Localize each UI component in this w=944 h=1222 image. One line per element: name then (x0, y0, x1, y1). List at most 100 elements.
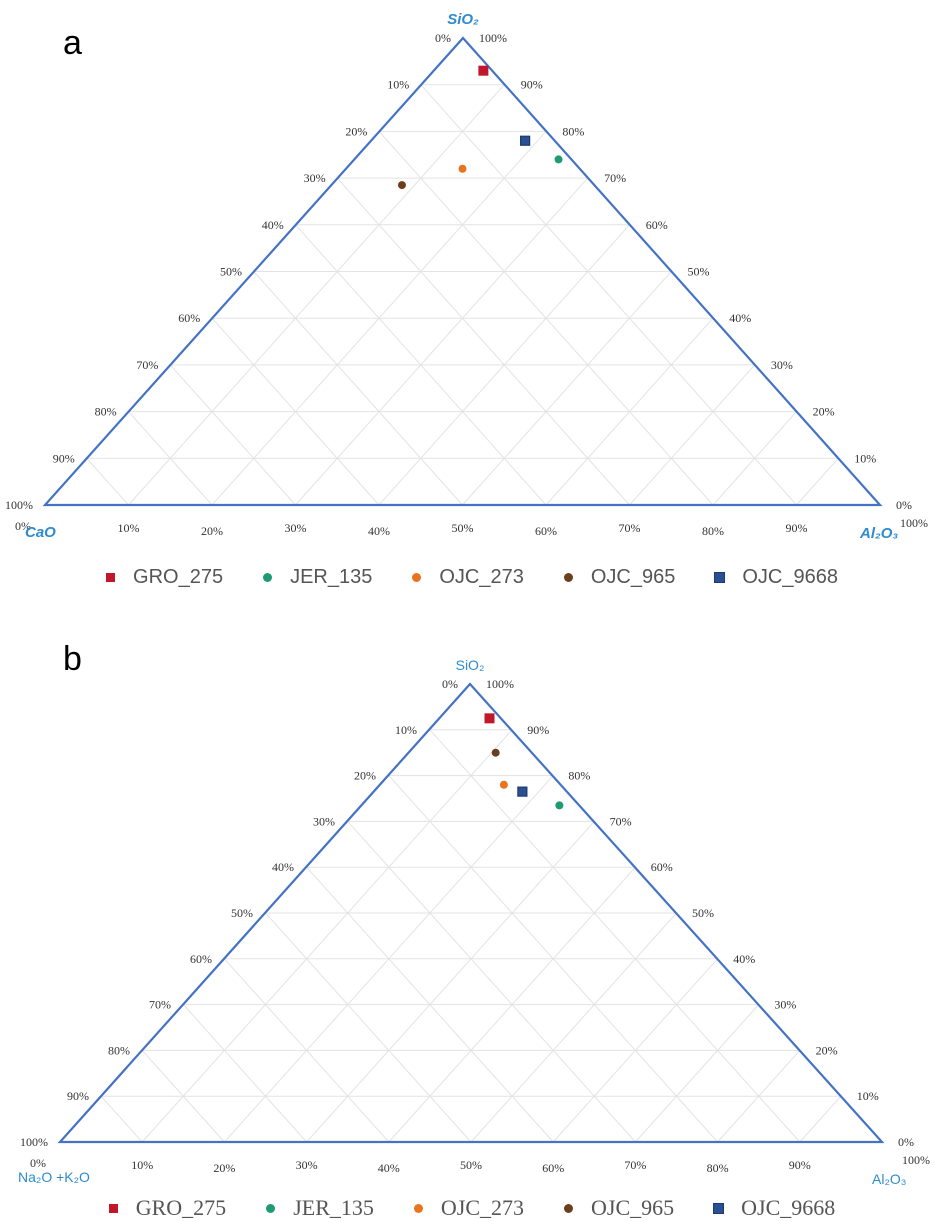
right-tick-label: 80% (562, 124, 584, 138)
right-tick-label: 40% (729, 311, 751, 325)
right-tick-label: 100% (486, 677, 514, 691)
right-tick-label: 10% (857, 1089, 879, 1103)
legend-item-JER_135: JER_135 (263, 566, 372, 589)
left-tick-label: 10% (387, 78, 409, 92)
right-tick-label: 0% (896, 498, 912, 512)
legend-item-GRO_275: GRO_275 (108, 1195, 227, 1221)
legend-marker-icon (564, 1203, 573, 1213)
bottom-tick-label: 30% (285, 521, 307, 535)
left-tick-label: 40% (272, 860, 294, 874)
axis-title-left: CaO (25, 524, 56, 541)
bottom-tick-label: 90% (789, 1158, 811, 1172)
panel-letter-a: a (63, 24, 82, 62)
triangle-axes (42, 36, 883, 507)
legend-label: OJC_9668 (741, 1195, 836, 1220)
grid (86, 84, 839, 506)
bottom-tick-label: 60% (542, 1161, 564, 1175)
axis-title-left: Na₂O +K₂O (18, 1169, 90, 1185)
right-tick-label: 40% (733, 952, 755, 966)
left-tick-label: 90% (53, 451, 75, 465)
legend-label: JER_135 (290, 566, 373, 588)
left-tick-label: 20% (354, 769, 376, 783)
bottom-tick-label: 10% (131, 1158, 153, 1172)
left-tick-label: 40% (262, 218, 284, 232)
left-tick-label: 20% (345, 124, 367, 138)
left-tick-label: 0% (435, 31, 451, 45)
legend-item-OJC_965: OJC_965 (563, 566, 676, 589)
bottom-tick-label: 50% (452, 521, 474, 535)
bottom-tick-label: 40% (378, 1161, 400, 1175)
bottom-tick-label: 10% (118, 521, 140, 535)
data-point-JER_135 (555, 801, 564, 810)
bottom-tick-label: 0% (15, 519, 31, 533)
right-tick-label: 20% (813, 405, 835, 419)
axis-title-top: SiO₂ (456, 657, 485, 673)
left-tick-label: 70% (149, 998, 171, 1012)
left-tick-label: 70% (136, 358, 158, 372)
bottom-tick-label: 100% (902, 1153, 930, 1167)
left-tick-label: 90% (67, 1089, 89, 1103)
bottom-tick-label: 90% (786, 521, 808, 535)
right-tick-label: 70% (610, 814, 632, 828)
right-tick-label: 60% (646, 218, 668, 232)
right-tick-label: 90% (527, 723, 549, 737)
left-tick-label: 60% (178, 311, 200, 325)
legend-label: OJC_965 (591, 1195, 675, 1220)
legend-marker-icon (714, 572, 726, 583)
legend-label: OJC_965 (590, 566, 676, 588)
left-tick-label: 100% (20, 1135, 48, 1149)
right-tick-label: 90% (521, 78, 543, 92)
left-tick-label: 80% (95, 405, 117, 419)
bottom-tick-label: 60% (535, 524, 557, 538)
legend-marker-icon (412, 573, 422, 582)
legend-label: OJC_9668 (742, 566, 838, 588)
bottom-tick-label: 20% (213, 1161, 235, 1175)
bottom-tick-label: 70% (619, 521, 641, 535)
legend-marker-icon (563, 573, 573, 582)
data-point-OJC_9668 (517, 786, 528, 797)
data-point-OJC_273 (458, 164, 467, 173)
legend-marker-icon (266, 1203, 276, 1213)
data-point-OJC_9668 (520, 135, 531, 146)
ternary-chart-a: 0% 10% 20% 30% 40% 50% 60% 70% 80% 90% 100% 100% 90%… (5, 11, 928, 542)
left-tick-label: 30% (313, 814, 335, 828)
legend-item-OJC_9668: OJC_9668 (713, 1195, 836, 1221)
legend-marker-icon (263, 573, 273, 582)
data-point-OJC_965 (397, 181, 406, 190)
right-tick-label: 0% (898, 1135, 914, 1149)
bottom-tick-label: 0% (30, 1156, 46, 1170)
legend-marker-icon (413, 1203, 423, 1213)
right-tick-label: 60% (651, 860, 673, 874)
left-tick-label: 60% (190, 952, 212, 966)
legend-label: GRO_275 (135, 1195, 227, 1220)
legend-marker-icon (108, 1203, 118, 1213)
left-tick-label: 50% (220, 265, 242, 279)
panel-letter-b: b (63, 640, 82, 678)
data-point-GRO_275 (478, 65, 489, 76)
left-tick-label: 100% (5, 498, 33, 512)
legend-marker-icon (713, 1202, 725, 1214)
right-tick-label: 20% (816, 1043, 838, 1057)
legend-item-OJC_273: OJC_273 (413, 1195, 524, 1221)
axis-title-right: Al₂O₃ (859, 525, 898, 542)
legend-item-OJC_965: OJC_965 (564, 1195, 674, 1221)
legend-label: JER_135 (293, 1195, 374, 1220)
bottom-tick-label: 80% (707, 1161, 729, 1175)
right-tick-label: 80% (568, 769, 590, 783)
bottom-tick-label: 50% (460, 1158, 482, 1172)
left-tick-label: 10% (395, 723, 417, 737)
right-tick-label: 70% (604, 171, 626, 185)
legend-item-GRO_275: GRO_275 (106, 566, 223, 589)
bottom-tick-label: 70% (624, 1158, 646, 1172)
left-tick-label: 0% (442, 677, 458, 691)
bottom-tick-label: 80% (702, 524, 724, 538)
legend-item-OJC_9668: OJC_9668 (714, 566, 838, 589)
left-tick-label: 50% (231, 906, 253, 920)
right-tick-label: 50% (688, 265, 710, 279)
right-tick-label: 10% (854, 451, 876, 465)
legend-b: GRO_275 JER_135 OJC_273 OJC_965 OJC_9668 (0, 1195, 944, 1221)
legend-label: GRO_275 (133, 566, 224, 588)
left-tick-label: 30% (304, 171, 326, 185)
axis-title-right: Al₂O₃ (872, 1171, 906, 1187)
data-point-OJC_273 (499, 780, 508, 789)
